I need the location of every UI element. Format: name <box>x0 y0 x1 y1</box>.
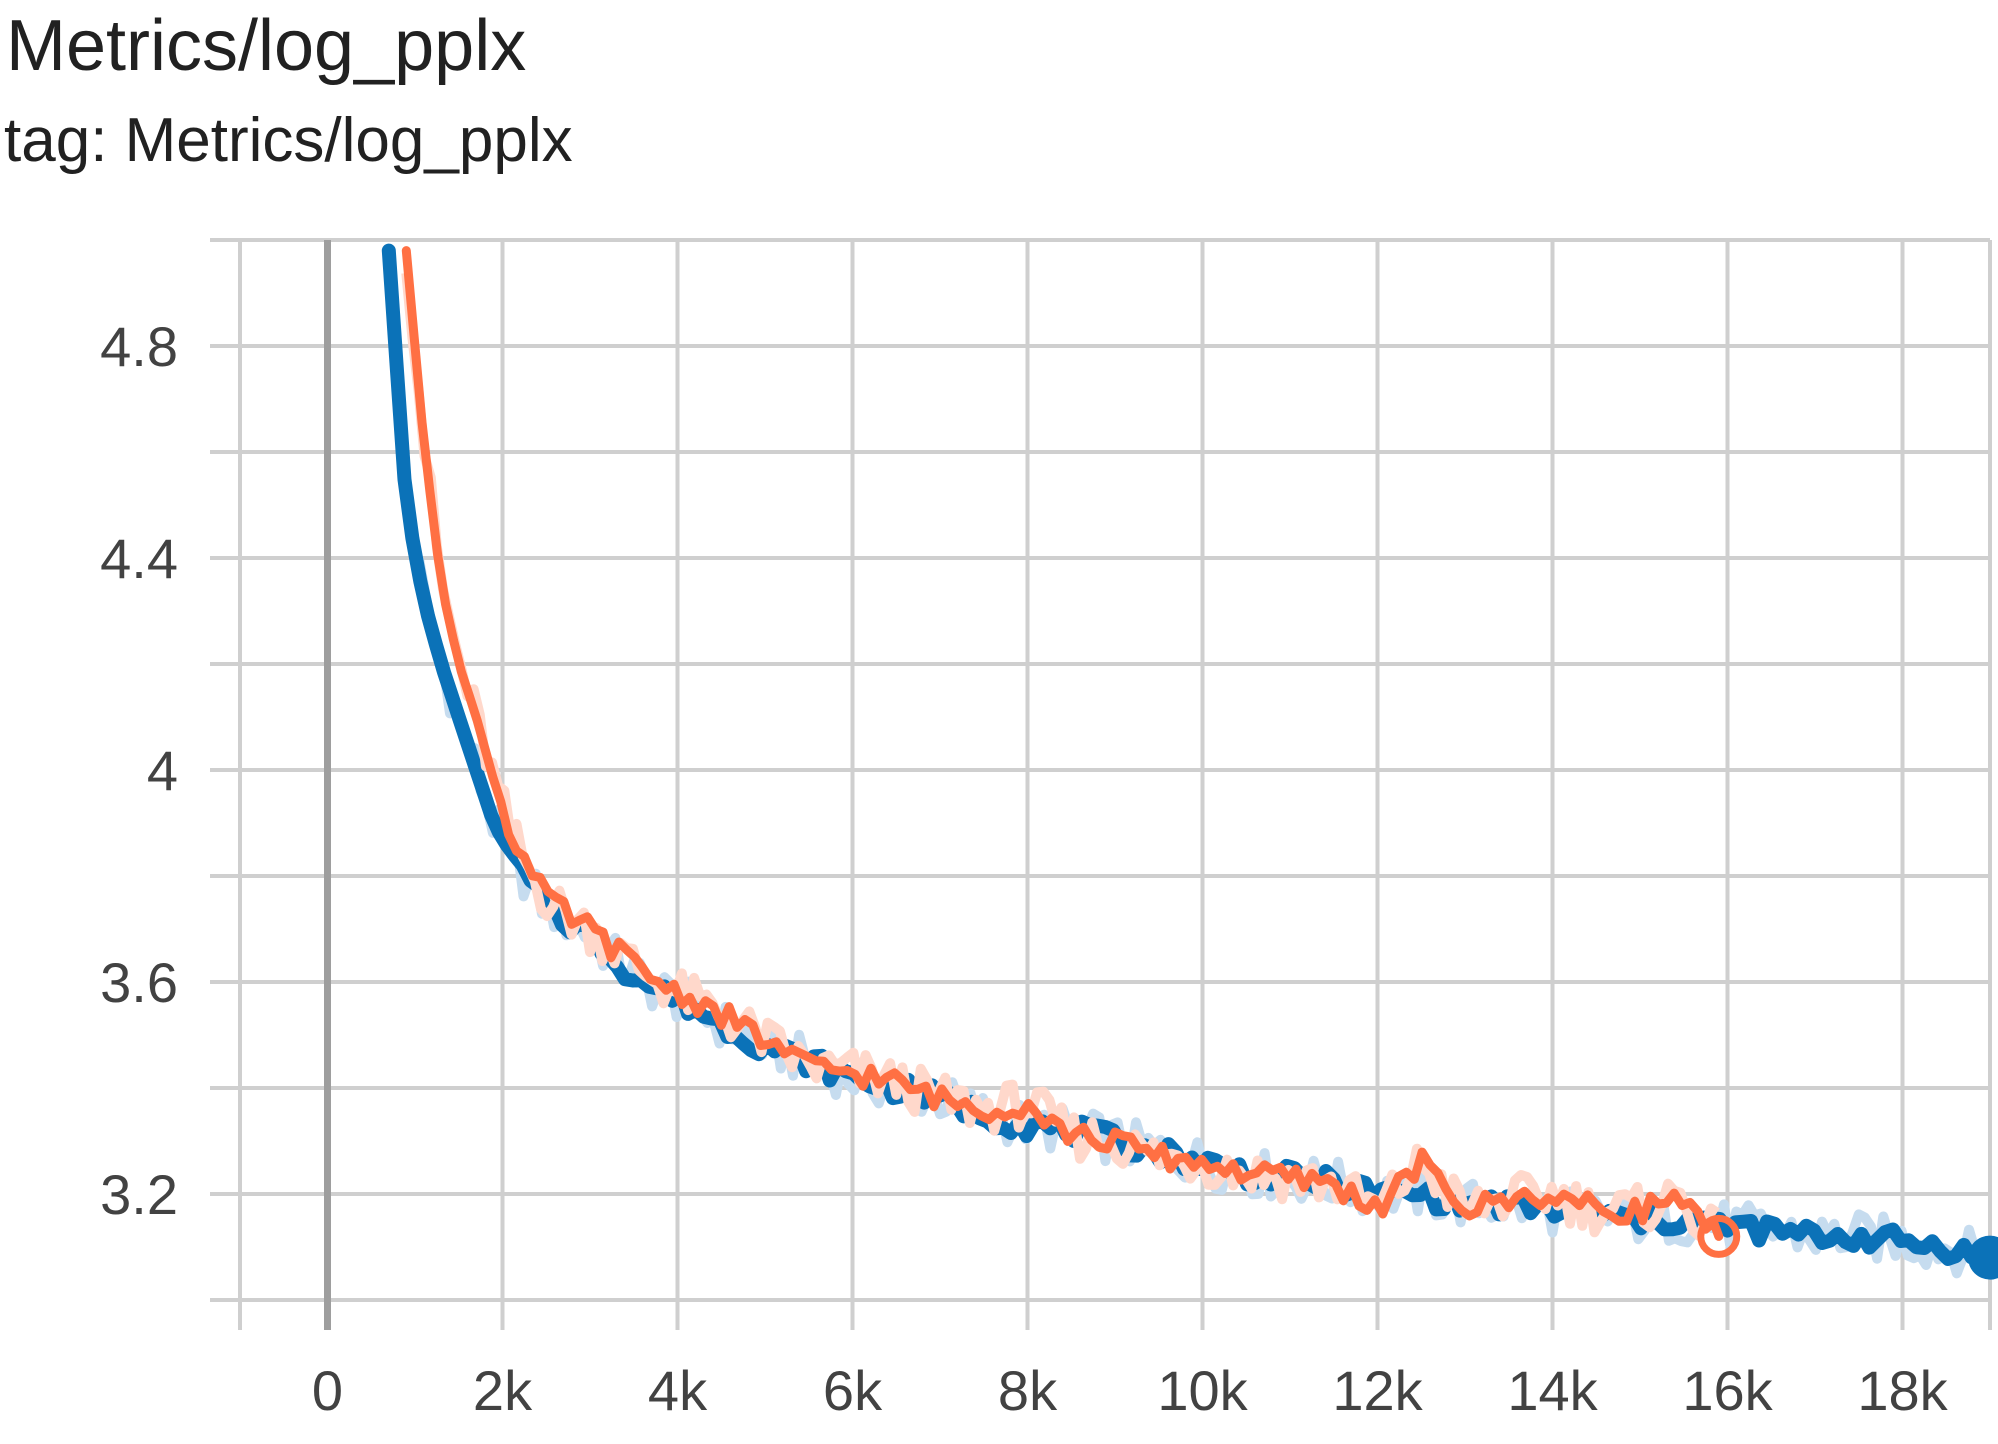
data-point <box>1027 1103 1028 1104</box>
tick-labels: 3.2 3.6 4 4.4 4.8 0 2k 4k 6k 8k 10k 12k 14k 16k 18k <box>100 315 1949 1422</box>
data-point <box>1771 1231 1772 1232</box>
x-tick-label: 12k <box>1332 1359 1423 1422</box>
data-point <box>458 717 459 718</box>
data-point <box>1727 1225 1728 1226</box>
data-point <box>1718 1236 1719 1237</box>
x-tick-label: 10k <box>1157 1359 1248 1422</box>
data-point <box>616 950 617 951</box>
series-line <box>381 243 1990 1268</box>
data-point <box>1071 1135 1072 1136</box>
data-point <box>511 833 512 834</box>
data-point <box>1683 1194 1684 1195</box>
raw-trace <box>401 272 1720 1241</box>
y-tick-label: 4.4 <box>100 527 178 590</box>
data-point <box>1596 1209 1597 1210</box>
y-tick-label: 4 <box>147 739 178 802</box>
data-point <box>1202 1162 1203 1163</box>
series-layer <box>381 243 1998 1280</box>
data-point <box>808 1066 809 1067</box>
data-point <box>721 1013 722 1014</box>
data-point <box>563 913 564 914</box>
data-point <box>1158 1156 1159 1157</box>
data-point <box>493 823 494 824</box>
data-point <box>1421 1194 1422 1195</box>
x-tick-label: 4k <box>648 1359 708 1422</box>
data-point <box>1683 1220 1684 1221</box>
data-point <box>476 770 477 771</box>
data-point <box>1552 1209 1553 1210</box>
x-tick-label: 2k <box>473 1359 533 1422</box>
data-point <box>1290 1178 1291 1179</box>
data-point <box>896 1082 897 1083</box>
y-tick-label: 4.8 <box>100 315 178 378</box>
data-point <box>1027 1125 1028 1126</box>
data-point <box>642 982 643 983</box>
x-tick-label: 0 <box>312 1359 343 1422</box>
data-point <box>1815 1236 1816 1237</box>
data-point <box>1858 1236 1859 1237</box>
series-end-marker <box>1697 1214 1741 1258</box>
series-end-marker <box>1968 1235 1998 1280</box>
data-point <box>1508 1199 1509 1200</box>
chart-title: Metrics/log_pplx <box>6 6 527 86</box>
x-tick-label: 8k <box>998 1359 1058 1422</box>
data-point <box>493 780 494 781</box>
x-tick-label: 18k <box>1857 1359 1948 1422</box>
data-point <box>476 717 477 718</box>
data-point <box>1902 1241 1903 1242</box>
data-point <box>423 600 424 601</box>
data-point <box>423 441 424 442</box>
data-point <box>590 929 591 930</box>
data-point <box>642 971 643 972</box>
data-point <box>983 1109 984 1110</box>
data-point <box>406 505 407 506</box>
series-orange <box>401 246 1724 1241</box>
x-tick-label: 6k <box>823 1359 883 1422</box>
data-point <box>441 664 442 665</box>
y-tick-label: 3.6 <box>100 951 178 1014</box>
x-tick-label: 14k <box>1507 1359 1598 1422</box>
data-point <box>511 854 512 855</box>
data-point <box>677 992 678 993</box>
data-point <box>406 250 407 251</box>
y-tick-label: 3.2 <box>100 1163 178 1226</box>
data-point <box>441 584 442 585</box>
data-point <box>852 1072 853 1073</box>
chart-subtitle: tag: Metrics/log_pplx <box>4 106 573 175</box>
grid <box>210 238 1992 1330</box>
data-point <box>1246 1172 1247 1173</box>
data-point <box>1465 1209 1466 1210</box>
data-point <box>537 886 538 887</box>
series-blue <box>381 243 1990 1279</box>
series-line <box>401 246 1724 1241</box>
data-point <box>458 664 459 665</box>
data-point <box>765 1040 766 1041</box>
data-point <box>1377 1209 1378 1210</box>
data-point <box>1946 1247 1947 1248</box>
data-point <box>1333 1183 1334 1184</box>
data-point <box>1640 1209 1641 1210</box>
data-point <box>1421 1162 1422 1163</box>
data-point <box>1115 1141 1116 1142</box>
data-point <box>1377 1194 1378 1195</box>
x-tick-label: 16k <box>1682 1359 1773 1422</box>
data-point <box>1552 1194 1553 1195</box>
data-point <box>940 1098 941 1099</box>
data-point <box>388 250 389 251</box>
